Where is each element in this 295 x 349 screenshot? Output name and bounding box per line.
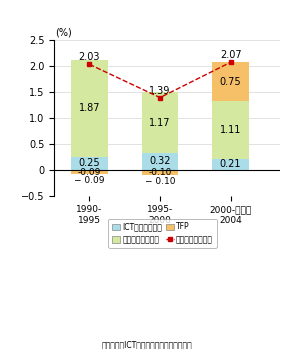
Text: -0.09: -0.09 [78, 168, 101, 177]
Bar [212, 62, 249, 101]
Legend: ICT資本財寤与度, 一般資本財寤与度, TFP, 労働生産性成長率: ICT資本財寤与度, 一般資本財寤与度, TFP, 労働生産性成長率 [109, 218, 217, 248]
Bar [71, 60, 108, 157]
Bar [212, 159, 249, 170]
Text: 1.87: 1.87 [79, 103, 100, 113]
Text: 1.17: 1.17 [149, 118, 171, 128]
Text: 2.03: 2.03 [79, 52, 100, 62]
Text: 0.21: 0.21 [220, 159, 241, 169]
Text: 1.39: 1.39 [149, 86, 171, 96]
Bar [142, 170, 178, 175]
Text: 0.32: 0.32 [149, 156, 171, 166]
Text: 0.75: 0.75 [220, 77, 241, 87]
Bar [142, 92, 178, 153]
Bar [212, 101, 249, 159]
Text: 2.07: 2.07 [220, 50, 241, 60]
Bar [142, 153, 178, 170]
Text: − 0.10: − 0.10 [145, 177, 175, 186]
Text: -0.10: -0.10 [148, 168, 172, 177]
Text: 0.25: 0.25 [78, 158, 100, 168]
Bar [71, 157, 108, 170]
Text: − 0.09: − 0.09 [74, 177, 105, 186]
Text: 1.11: 1.11 [220, 125, 241, 135]
Bar [71, 170, 108, 174]
Text: （出典）「ICTの経済分析に関する調査」: （出典）「ICTの経済分析に関する調査」 [102, 340, 193, 349]
Text: (%): (%) [55, 27, 72, 37]
